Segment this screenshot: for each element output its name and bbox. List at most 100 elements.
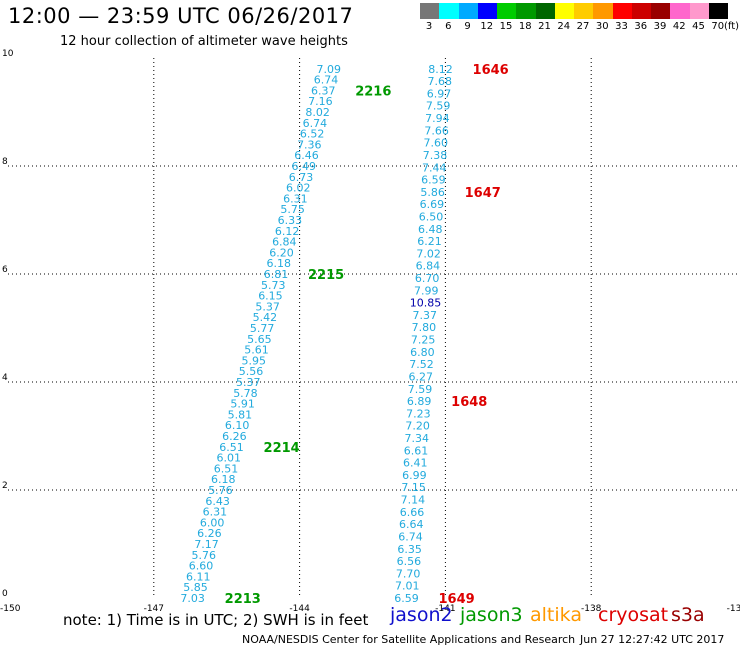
swh-value-label: 7.52	[409, 358, 434, 371]
colorbar-label: 3	[425, 21, 433, 32]
swh-value-label: 5.81	[228, 408, 253, 421]
colorbar-swatch	[612, 3, 632, 19]
colorbar-label: 24	[557, 21, 571, 32]
swh-value-label: 6.31	[203, 506, 228, 519]
swh-value-label: 7.17	[194, 538, 219, 551]
swh-value-label: 6.84	[416, 260, 441, 273]
colorbar-label: 18	[518, 21, 532, 32]
swh-value-label: 6.18	[211, 473, 236, 486]
swh-value-label: 7.36	[297, 138, 322, 151]
swh-value-label: 6.27	[409, 370, 434, 383]
pass-number-label: 2215	[308, 268, 344, 283]
swh-value-label: 7.66	[424, 124, 449, 137]
swh-value-label: 7.23	[406, 407, 431, 420]
satellite-legend-jason2: jason2	[390, 604, 453, 626]
swh-value-label: 7.14	[401, 494, 426, 507]
swh-value-label: 7.20	[405, 420, 430, 433]
swh-value-label: 6.59	[394, 592, 419, 605]
swh-value-label: 5.42	[253, 311, 278, 324]
swh-value-label: 6.41	[403, 457, 428, 470]
swh-value-label: 6.80	[410, 346, 435, 359]
swh-value-label: 6.21	[417, 235, 442, 248]
colorbar-label: 36	[634, 21, 648, 32]
colorbar-swatch	[477, 3, 497, 19]
satellite-legend-altika: altika	[530, 604, 582, 626]
colorbar-label: 39	[653, 21, 667, 32]
swh-value-label: 6.97	[427, 87, 452, 100]
page-title: 12:00 — 23:59 UTC 06/26/2017	[8, 4, 354, 28]
colorbar-label: 21	[538, 21, 551, 32]
satellite-legend-jason3: jason3	[460, 604, 523, 626]
pass-number-label: 1648	[451, 395, 487, 410]
swh-value-label: 5.65	[247, 333, 272, 346]
swh-value-label: 6.48	[418, 223, 443, 236]
swh-value-label: 8.12	[428, 63, 453, 76]
swh-value-label: 6.01	[217, 452, 242, 465]
swh-value-label: 6.51	[219, 441, 244, 454]
pass-number-label: 2213	[225, 592, 261, 607]
swh-value-label: 7.59	[408, 383, 433, 396]
swh-value-label: 6.02	[286, 182, 311, 195]
satellite-legend-cryosat: cryosat	[598, 604, 669, 626]
swh-value-label: 5.37	[236, 376, 261, 389]
swh-value-label: 6.51	[214, 462, 239, 475]
units-note: note: 1) Time is in UTC; 2) SWH is in fe…	[63, 611, 369, 629]
x-tick-label: -138	[581, 604, 602, 614]
swh-value-label: 6.18	[267, 257, 292, 270]
swh-value-label: 6.64	[399, 518, 424, 531]
y-tick-label: 0	[2, 589, 8, 599]
swh-value-label: 7.16	[308, 95, 333, 108]
colorbar-swatch	[708, 3, 728, 19]
swh-value-label: 6.20	[269, 246, 294, 259]
swh-value-label: 5.78	[233, 387, 258, 400]
colorbar-swatch	[554, 3, 574, 19]
colorbar-unit: (ft)	[724, 21, 740, 32]
swh-value-label: 6.70	[415, 272, 440, 285]
y-tick-label: 6	[2, 265, 8, 275]
swh-value-label: 6.74	[303, 117, 328, 130]
swh-value-label: 7.01	[395, 580, 420, 593]
colorbar-label: 30	[595, 21, 609, 32]
swh-value-label: 5.37	[255, 300, 280, 313]
swh-value-label: 6.37	[311, 84, 336, 97]
swh-value-label: 5.61	[244, 344, 269, 357]
swh-value-label: 6.10	[225, 419, 250, 432]
y-tick-label: 10	[2, 49, 14, 59]
swh-value-label: 5.73	[261, 279, 286, 292]
x-tick-label: -13	[727, 604, 740, 614]
swh-value-label: 6.26	[197, 527, 222, 540]
swh-value-label: 6.59	[421, 174, 446, 187]
swh-value-label: 5.95	[242, 354, 267, 367]
pass-number-label: 2216	[355, 84, 391, 99]
pass-number-label: 1646	[473, 63, 509, 78]
footer-timestamp: Jun 27 12:27:42 UTC 2017	[580, 633, 725, 646]
swh-value-label: 6.31	[283, 192, 308, 205]
swh-value-label: 6.50	[419, 210, 444, 223]
swh-value-label: 5.75	[280, 203, 305, 216]
colorbar-legend: 3 6 9 12 15 18 21 24 27 30 33 36 39 42 45 70 (ft)	[420, 3, 739, 37]
pass-number-label: 1649	[439, 592, 475, 607]
colorbar-swatch	[574, 3, 594, 19]
swh-value-label: 7.70	[396, 567, 421, 580]
swh-value-label: 6.46	[294, 149, 319, 162]
colorbar-swatch	[420, 3, 440, 19]
swh-value-label: 6.26	[222, 430, 247, 443]
swh-value-label: 7.15	[401, 481, 426, 494]
colorbar-label: 6	[445, 21, 452, 32]
colorbar-label: 15	[499, 21, 513, 32]
swh-value-label: 5.76	[208, 484, 233, 497]
x-tick-label: -141	[435, 604, 455, 614]
swh-value-label: 6.43	[205, 495, 230, 508]
pass-number-label: 1647	[465, 186, 501, 201]
colorbar-swatch	[631, 3, 651, 19]
swh-value-label: 5.76	[192, 549, 217, 562]
swh-value-label: 7.80	[412, 321, 437, 334]
swh-value-label: 6.73	[289, 171, 314, 184]
footer-credit: NOAA/NESDIS Center for Satellite Applica…	[242, 633, 576, 646]
colorbar-label: 12	[480, 21, 494, 32]
swh-value-label: 5.77	[250, 322, 275, 335]
swh-value-label: 7.60	[424, 137, 449, 150]
swh-value-label: 6.49	[292, 160, 317, 173]
swh-value-label: 6.74	[398, 530, 423, 543]
